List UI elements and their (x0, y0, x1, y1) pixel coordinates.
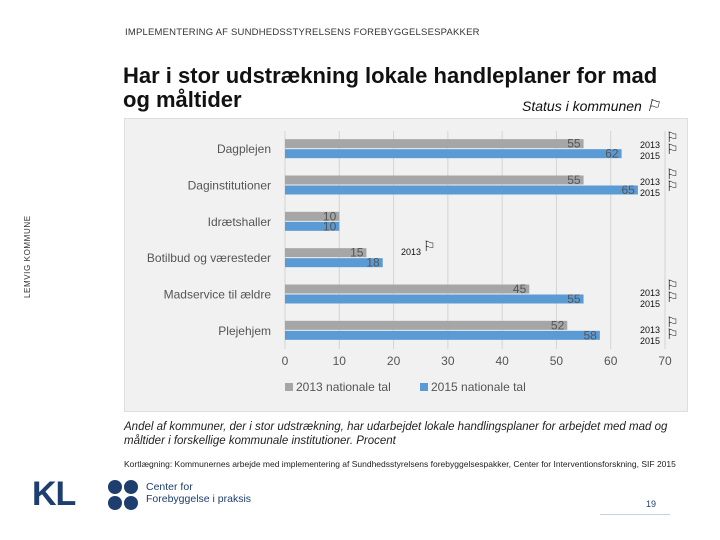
kl-logo: KL (32, 475, 76, 513)
legend-label: 2013 nationale tal (296, 380, 391, 394)
status-subtitle-text: Status i kommunen (522, 98, 642, 114)
page-number: 19 (646, 499, 657, 509)
marker-year: 2015 (640, 299, 661, 309)
page-header: IMPLEMENTERING AF SUNDHEDSSTYRELSENS FOR… (125, 27, 480, 38)
data-label: 55 (567, 173, 581, 187)
footer-divider (600, 514, 670, 515)
marker-year: 2015 (640, 188, 661, 198)
x-tick-label: 50 (550, 354, 564, 368)
flag-icon: ⚐ (666, 277, 679, 293)
bar (285, 294, 584, 304)
data-label: 45 (513, 282, 527, 296)
x-tick-label: 10 (333, 354, 347, 368)
flag-icon: ⚐ (666, 326, 679, 342)
data-label: 52 (551, 318, 565, 332)
x-tick-label: 70 (658, 354, 672, 368)
side-label: LEMVIG KOMMUNE (23, 215, 32, 298)
flag-icon: ⚐ (666, 289, 679, 305)
center-line1: Center for (146, 481, 193, 493)
marker-year: 2015 (640, 336, 661, 346)
flag-icon: ⚐ (666, 178, 679, 194)
bar (285, 149, 622, 159)
data-label: 18 (366, 256, 380, 270)
status-marker-madservice: 2013 2015 ⚐ ⚐ (640, 278, 679, 310)
bar (285, 248, 367, 258)
x-tick-label: 40 (495, 354, 509, 368)
bar (285, 211, 340, 221)
bar (285, 284, 530, 294)
data-label: 55 (567, 292, 581, 306)
category-label: Madservice til ældre (164, 288, 272, 302)
data-label: 65 (621, 183, 635, 197)
category-label: Botilbud og væresteder (147, 251, 271, 265)
marker-year: 2013 (640, 288, 661, 298)
x-tick-label: 20 (387, 354, 401, 368)
marker-year: 2015 (640, 151, 661, 161)
bar (285, 175, 584, 185)
category-label: Dagplejen (217, 142, 271, 156)
legend-swatch (285, 383, 293, 391)
bar-chart-panel: 0 10 20 30 40 50 60 70 Dagplejen 55 62 Daginstituti… (124, 118, 688, 412)
category-label: Daginstitutioner (188, 179, 271, 193)
page-title: Har i stor udstrækning lokale handleplan… (123, 63, 658, 112)
category-label: Idrætshaller (208, 215, 271, 229)
bar (285, 320, 568, 330)
data-label: 55 (567, 137, 581, 151)
bar (285, 185, 638, 195)
bar-chart: 0 10 20 30 40 50 60 70 Dagplejen 55 62 Daginstituti… (147, 131, 672, 394)
status-subtitle: Status i kommunen ⚐ (522, 96, 660, 116)
marker-year: 2013 (640, 140, 661, 150)
data-label: 10 (323, 209, 337, 223)
data-label: 15 (350, 246, 364, 260)
legend-swatch (420, 383, 428, 391)
flag-icon: ⚐ (423, 238, 436, 254)
flag-icon: ⚐ (666, 166, 679, 182)
status-marker-dagplejen: 2013 2015 ⚐ ⚐ (640, 130, 679, 162)
data-label: 62 (605, 147, 619, 161)
legend-label: 2015 nationale tal (431, 380, 526, 394)
center-line2: Forebyggelse i praksis (146, 493, 252, 505)
flag-icon: ⚐ (645, 98, 661, 115)
bar (285, 258, 383, 268)
center-logo-text: Center for Forebyggelse i praksis (146, 481, 251, 505)
flag-icon: ⚐ (666, 314, 679, 330)
bar (285, 221, 340, 231)
x-tick-label: 0 (282, 354, 289, 368)
status-marker-daginstitutioner: 2013 2015 ⚐ ⚐ (640, 167, 679, 199)
marker-year: 2013 (640, 325, 661, 335)
status-marker-botilbud: 2013 ⚐ (401, 239, 436, 258)
marker-year: 2013 (401, 247, 422, 257)
center-logo-icon (108, 480, 138, 510)
flag-icon: ⚐ (666, 129, 679, 145)
data-label: 10 (323, 219, 337, 233)
flag-icon: ⚐ (666, 141, 679, 157)
x-tick-label: 30 (441, 354, 455, 368)
status-marker-plejehjem: 2013 2015 ⚐ ⚐ (640, 315, 679, 347)
marker-year: 2013 (640, 177, 661, 187)
chart-caption: Andel af kommuner, der i stor udstræknin… (124, 421, 668, 447)
bar (285, 139, 584, 149)
source-note: Kortlægning: Kommunernes arbejde med imp… (124, 459, 676, 469)
bar (285, 330, 600, 340)
data-label: 58 (583, 328, 597, 342)
category-label: Plejehjem (218, 324, 271, 338)
x-tick-label: 60 (604, 354, 618, 368)
